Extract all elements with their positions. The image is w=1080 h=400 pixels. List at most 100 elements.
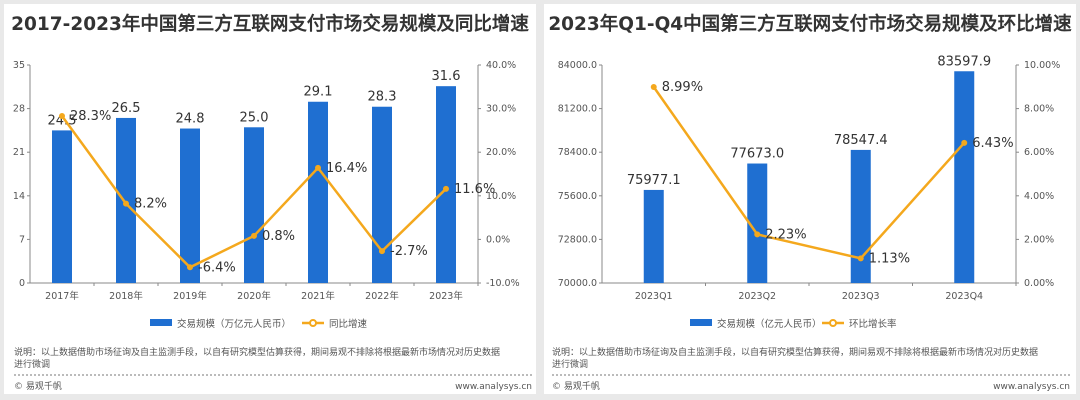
line-label: 11.6% bbox=[454, 182, 495, 197]
bar-label: 25.0 bbox=[240, 110, 269, 125]
y2-tick-label: 20.0% bbox=[486, 147, 516, 158]
line-point bbox=[379, 248, 385, 255]
y2-tick-label: 6.00% bbox=[1024, 147, 1054, 158]
legend-bar-swatch bbox=[690, 319, 712, 326]
x-tick-label: 2023Q2 bbox=[738, 291, 776, 302]
brand-text: © 易观千帆 bbox=[552, 380, 600, 392]
line-label: -2.7% bbox=[390, 244, 428, 259]
line-point bbox=[650, 84, 657, 91]
bar bbox=[850, 149, 871, 283]
note-text: 说明：以上数据借助市场征询及自主监测手段，以自有研究模型估算获得，期间易观不排除… bbox=[552, 346, 1038, 358]
line-label: 8.99% bbox=[662, 80, 703, 95]
y-tick-label: 81200.0 bbox=[558, 104, 597, 115]
chart-title: 2023年Q1-Q4中国第三方互联网支付市场交易规模及环比增速 bbox=[548, 13, 1072, 35]
bar-label: 29.1 bbox=[304, 85, 333, 100]
y2-tick-label: 0.00% bbox=[1024, 278, 1054, 289]
legend-bar-swatch bbox=[150, 319, 172, 326]
x-tick-label: 2022年 bbox=[365, 290, 399, 302]
legend-bar-label: 交易规模（万亿元人民币） bbox=[177, 318, 291, 330]
bar-label: 78547.4 bbox=[834, 133, 888, 148]
brand-text: © 易观千帆 bbox=[14, 380, 62, 392]
line-label: 1.13% bbox=[869, 251, 910, 266]
left-panel bbox=[4, 4, 536, 394]
y2-tick-label: 2.00% bbox=[1024, 234, 1054, 245]
line-point bbox=[315, 164, 321, 171]
bar bbox=[308, 101, 328, 284]
right-panel bbox=[544, 4, 1076, 394]
bar-label: 28.3 bbox=[368, 90, 397, 105]
bar-label: 83597.9 bbox=[937, 54, 991, 69]
bar bbox=[643, 189, 664, 283]
chart-title: 2017-2023年中国第三方互联网支付市场交易规模及同比增速 bbox=[11, 13, 529, 35]
line-label: 2.23% bbox=[765, 227, 806, 242]
line-point bbox=[961, 139, 968, 146]
x-tick-label: 2023Q1 bbox=[635, 291, 673, 302]
y-tick-label: 0 bbox=[19, 278, 25, 289]
line-point bbox=[59, 113, 65, 120]
legend-line-marker bbox=[829, 319, 837, 327]
note-text: 说明：以上数据借助市场征询及自主监测手段，以自有研究模型估算获得，期间易观不排除… bbox=[14, 346, 500, 358]
y-tick-label: 35 bbox=[13, 60, 25, 71]
line-point bbox=[123, 200, 129, 207]
y-tick-label: 78400.0 bbox=[558, 147, 597, 158]
bar bbox=[954, 71, 975, 284]
x-tick-label: 2023Q3 bbox=[842, 291, 880, 302]
line-point bbox=[251, 232, 257, 239]
bar-label: 26.5 bbox=[112, 101, 141, 116]
x-tick-label: 2023年 bbox=[429, 290, 463, 302]
bar bbox=[244, 127, 264, 284]
bar bbox=[180, 128, 200, 283]
y2-tick-label: 30.0% bbox=[486, 104, 516, 115]
legend-line-marker bbox=[309, 319, 317, 327]
line-label: 8.2% bbox=[134, 197, 167, 212]
bar-label: 24.8 bbox=[176, 112, 205, 127]
bar-label: 75977.1 bbox=[627, 173, 681, 188]
y2-tick-label: -10.0% bbox=[486, 278, 520, 289]
legend-line-label: 同比增速 bbox=[329, 318, 368, 330]
x-tick-label: 2017年 bbox=[45, 290, 79, 302]
bar-label: 77673.0 bbox=[730, 147, 784, 162]
line-label: 28.3% bbox=[70, 109, 111, 124]
y2-tick-label: 40.0% bbox=[486, 60, 516, 71]
line-label: -6.4% bbox=[198, 260, 236, 275]
line-label: 16.4% bbox=[326, 161, 367, 176]
y-tick-label: 70000.0 bbox=[558, 278, 597, 289]
bar bbox=[52, 130, 72, 283]
note-text-cont: 进行微调 bbox=[552, 358, 588, 370]
y2-tick-label: 0.0% bbox=[486, 234, 510, 245]
note-text-cont: 进行微调 bbox=[14, 358, 50, 370]
y-tick-label: 7 bbox=[19, 234, 25, 245]
legend-bar-label: 交易规模（亿元人民币） bbox=[717, 318, 822, 330]
growth-line bbox=[652, 86, 966, 260]
bar bbox=[747, 163, 768, 283]
y-tick-label: 14 bbox=[13, 191, 25, 202]
bar bbox=[372, 106, 392, 283]
x-tick-label: 2020年 bbox=[237, 290, 271, 302]
site-url: www.analysys.cn bbox=[455, 382, 532, 392]
line-point bbox=[754, 231, 761, 238]
y-tick-label: 72800.0 bbox=[558, 234, 597, 245]
x-tick-label: 2021年 bbox=[301, 290, 335, 302]
line-label: 0.8% bbox=[262, 229, 295, 244]
x-tick-label: 2019年 bbox=[173, 290, 207, 302]
x-tick-label: 2023Q4 bbox=[945, 291, 983, 302]
y-tick-label: 75600.0 bbox=[558, 191, 597, 202]
y2-tick-label: 4.00% bbox=[1024, 191, 1054, 202]
legend-line-label: 环比增长率 bbox=[849, 318, 897, 330]
line-point bbox=[443, 185, 449, 192]
y2-tick-label: 10.00% bbox=[1024, 60, 1060, 71]
line-label: 6.43% bbox=[972, 136, 1013, 151]
bar bbox=[116, 117, 136, 283]
y2-tick-label: 10.0% bbox=[486, 191, 516, 202]
y-tick-label: 21 bbox=[13, 147, 25, 158]
bar bbox=[436, 86, 456, 283]
y-tick-label: 84000.0 bbox=[558, 60, 597, 71]
y2-tick-label: 8.00% bbox=[1024, 104, 1054, 115]
site-url: www.analysys.cn bbox=[993, 382, 1070, 392]
bar-label: 31.6 bbox=[432, 69, 461, 84]
line-point bbox=[857, 255, 864, 262]
x-tick-label: 2018年 bbox=[109, 290, 143, 302]
line-point bbox=[187, 264, 193, 271]
y-tick-label: 28 bbox=[13, 104, 25, 115]
